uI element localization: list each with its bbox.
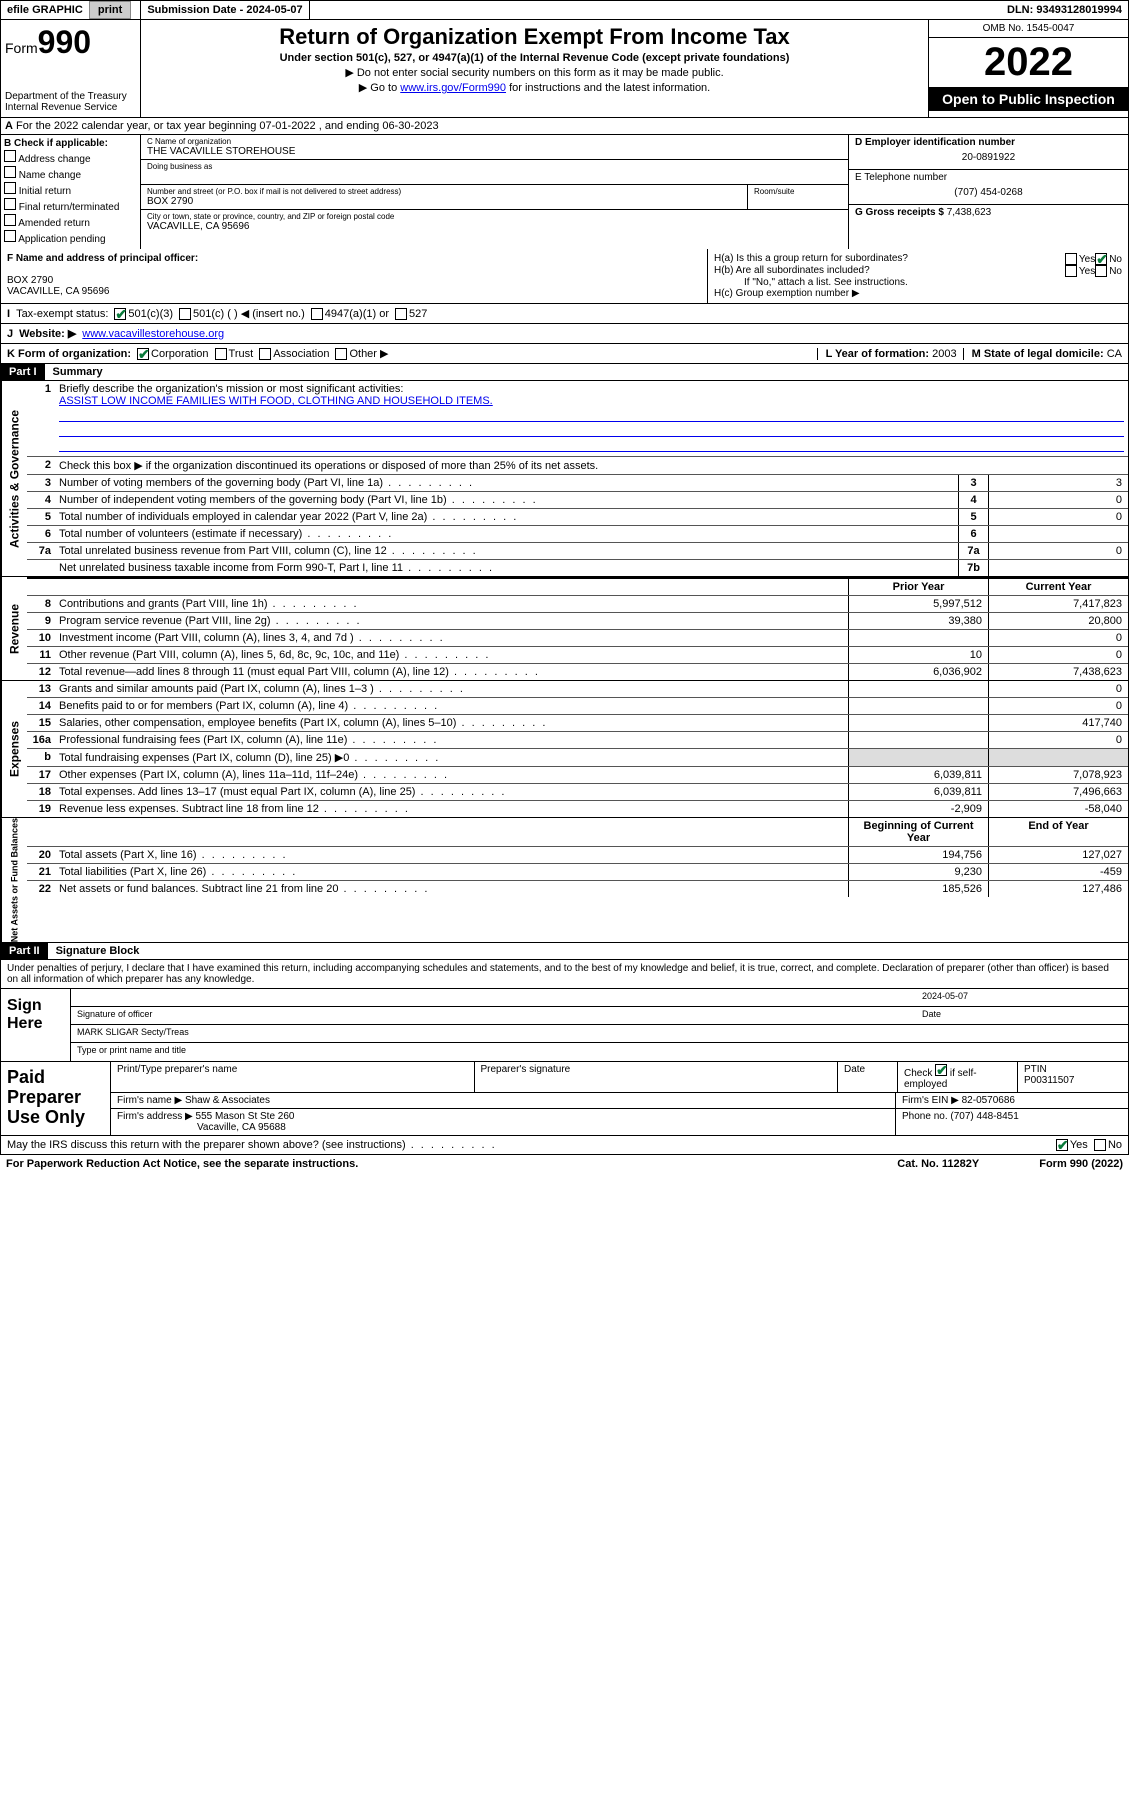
header-left: Form990 Department of the Treasury Inter… [1,20,141,117]
part-ii-header: Part IISignature Block [0,943,1129,960]
form-title: Return of Organization Exempt From Incom… [147,24,922,50]
table-row: bTotal fundraising expenses (Part IX, co… [27,749,1128,767]
table-row: 19Revenue less expenses. Subtract line 1… [27,801,1128,817]
dln: DLN: 93493128019994 [1001,1,1128,19]
irs-link[interactable]: www.irs.gov/Form990 [400,82,506,94]
table-row: 14Benefits paid to or for members (Part … [27,698,1128,715]
table-row: 5Total number of individuals employed in… [27,509,1128,526]
table-row: 10Investment income (Part VIII, column (… [27,630,1128,647]
mission-text: ASSIST LOW INCOME FAMILIES WITH FOOD, CL… [59,395,493,407]
paid-preparer-block: Paid Preparer Use Only Print/Type prepar… [0,1062,1129,1136]
submission-date: Submission Date - 2024-05-07 [141,1,309,19]
side-governance: Activities & Governance [1,381,27,576]
table-row: 13Grants and similar amounts paid (Part … [27,681,1128,698]
side-revenue: Revenue [1,577,27,680]
table-row: 4Number of independent voting members of… [27,492,1128,509]
irs-discuss-row: May the IRS discuss this return with the… [0,1136,1129,1155]
print-button[interactable]: print [89,1,131,19]
section-governance: Activities & Governance 1 Briefly descri… [0,381,1129,577]
website-link[interactable]: www.vacavillestorehouse.org [82,328,224,340]
header-center: Return of Organization Exempt From Incom… [141,20,928,117]
sign-here-label: Sign Here [1,989,71,1061]
perjury-statement: Under penalties of perjury, I declare th… [0,960,1129,989]
line-i: I Tax-exempt status: 501(c)(3) 501(c) ( … [0,304,1129,324]
table-row: 9Program service revenue (Part VIII, lin… [27,613,1128,630]
side-net: Net Assets or Fund Balances [1,818,27,942]
table-row: 16aProfessional fundraising fees (Part I… [27,732,1128,749]
line-klm: K Form of organization: Corporation Trus… [0,344,1129,364]
table-row: 17Other expenses (Part IX, column (A), l… [27,767,1128,784]
header-right: OMB No. 1545-0047 2022 Open to Public In… [928,20,1128,117]
table-row: 22Net assets or fund balances. Subtract … [27,881,1128,897]
table-row: 6Total number of volunteers (estimate if… [27,526,1128,543]
org-info-grid: B Check if applicable: Address change Na… [0,135,1129,249]
table-row: 8Contributions and grants (Part VIII, li… [27,596,1128,613]
table-row: Net unrelated business taxable income fr… [27,560,1128,576]
tax-year: 2022 [929,38,1128,87]
top-bar: efile GRAPHIC print Submission Date - 20… [0,0,1129,20]
line-j: J Website: ▶ www.vacavillestorehouse.org [0,324,1129,344]
section-c: C Name of organizationTHE VACAVILLE STOR… [141,135,848,249]
table-row: 20Total assets (Part X, line 16)194,7561… [27,847,1128,864]
part-i-header: Part ISummary [0,364,1129,381]
form-header: Form990 Department of the Treasury Inter… [0,20,1129,118]
line-a: A For the 2022 calendar year, or tax yea… [0,118,1129,135]
table-row: 3Number of voting members of the governi… [27,475,1128,492]
section-revenue: Revenue Prior YearCurrent Year 8Contribu… [0,577,1129,681]
table-row: 12Total revenue—add lines 8 through 11 (… [27,664,1128,680]
table-row: 18Total expenses. Add lines 13–17 (must … [27,784,1128,801]
paid-preparer-label: Paid Preparer Use Only [1,1062,111,1135]
table-row: 15Salaries, other compensation, employee… [27,715,1128,732]
section-b: B Check if applicable: Address change Na… [1,135,141,249]
table-row: 21Total liabilities (Part X, line 26)9,2… [27,864,1128,881]
table-row: 11Other revenue (Part VIII, column (A), … [27,647,1128,664]
section-deg: D Employer identification number20-08919… [848,135,1128,249]
efile-label: efile GRAPHIC print [1,1,141,19]
section-expenses: Expenses 13Grants and similar amounts pa… [0,681,1129,818]
table-row: 7aTotal unrelated business revenue from … [27,543,1128,560]
signature-block: Sign Here 2024-05-07 Signature of office… [0,989,1129,1062]
section-net-assets: Net Assets or Fund Balances Beginning of… [0,818,1129,943]
footer-note: For Paperwork Reduction Act Notice, see … [0,1155,1129,1173]
section-fh: F Name and address of principal officer:… [0,249,1129,304]
side-expenses: Expenses [1,681,27,817]
